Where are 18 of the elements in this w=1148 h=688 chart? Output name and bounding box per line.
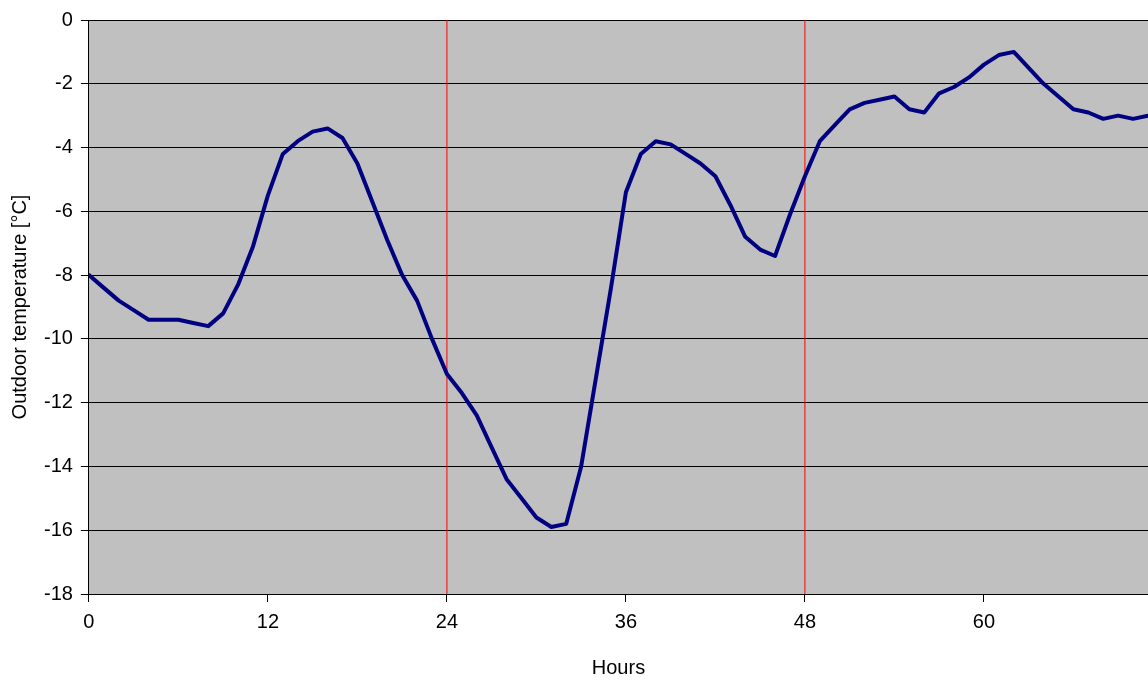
x-tick-label: 48 (793, 609, 817, 632)
y-tick-label: -8 (55, 262, 73, 285)
x-tick-label: 12 (256, 609, 280, 632)
x-tick-label: 0 (83, 609, 95, 632)
y-tick-label: -14 (44, 453, 73, 476)
y-tick-label: -6 (55, 198, 73, 221)
y-tick-label: -2 (55, 71, 73, 94)
y-axis-title: Outdoor temperature [°C] (7, 194, 30, 420)
y-tick-label: -12 (44, 390, 73, 413)
x-tick-label: 24 (435, 609, 459, 632)
y-tick-label: -10 (44, 326, 73, 349)
x-tick-label: 36 (614, 609, 638, 632)
x-tick-label: 60 (972, 609, 996, 632)
y-tick-label: -16 (44, 517, 73, 540)
x-axis-title: Hours (591, 655, 646, 678)
y-tick-label: 0 (61, 7, 73, 30)
y-tick-label: -4 (55, 135, 73, 158)
y-tick-label: -18 (44, 581, 73, 604)
